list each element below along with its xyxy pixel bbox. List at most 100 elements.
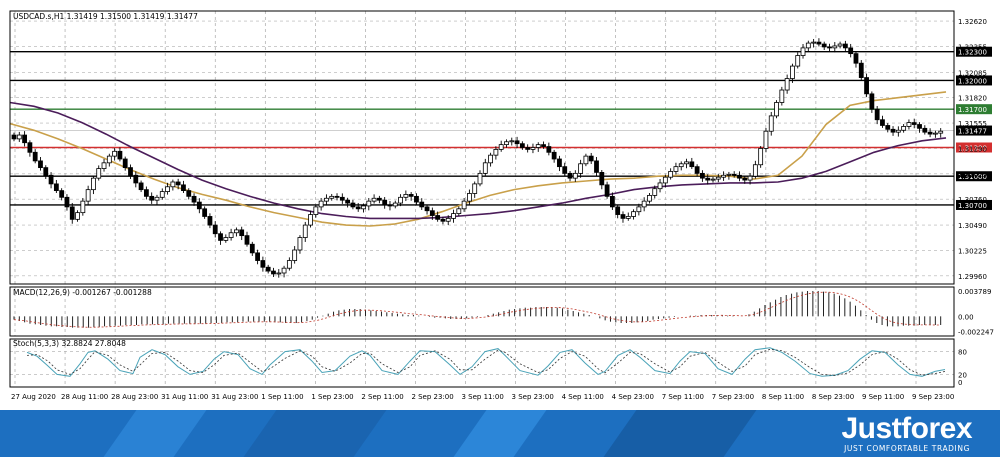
level-badge xyxy=(956,199,992,210)
candle-bull xyxy=(154,196,160,201)
stochastic-title: Stoch(5,3,3) 32.8824 27.8048 xyxy=(13,339,126,348)
candle-bear xyxy=(22,134,27,144)
candle-bear xyxy=(271,270,276,275)
candle-bull xyxy=(445,217,451,222)
footer-stripe xyxy=(453,410,547,457)
candle-bull xyxy=(276,272,282,275)
candle-bear xyxy=(546,146,552,153)
x-tick-label: 1 Sep 23:00 xyxy=(311,393,353,401)
candle-bear xyxy=(355,206,361,210)
candle-bull xyxy=(805,42,811,49)
candle-bull xyxy=(938,130,944,134)
macd-histogram xyxy=(13,291,942,328)
footer-stripe xyxy=(603,410,757,457)
y-tick-label: 1.31025 xyxy=(958,171,987,179)
candle-bull xyxy=(80,200,86,214)
x-tick-label: 28 Aug 23:00 xyxy=(111,393,158,401)
candle-bear xyxy=(525,147,531,150)
candle-bull xyxy=(361,205,366,210)
candle-bear xyxy=(705,177,711,181)
candle-bull xyxy=(721,174,726,178)
x-tick-label: 3 Sep 23:00 xyxy=(512,393,554,401)
stoch-y-label: 0 xyxy=(958,379,962,387)
macd-y-label: -0.002247 xyxy=(958,328,994,336)
candle-bear xyxy=(414,195,419,203)
level-badge xyxy=(956,46,992,57)
candle-bear xyxy=(387,204,393,207)
candle-bear xyxy=(848,47,854,55)
candle-bear xyxy=(143,189,149,197)
candle-bear xyxy=(260,260,266,268)
candle-bull xyxy=(715,176,721,180)
x-tick-label: 4 Sep 11:00 xyxy=(562,393,604,401)
y-tick-label: 1.31820 xyxy=(958,95,987,103)
candle-bear xyxy=(32,151,38,162)
candle-bull xyxy=(784,78,790,91)
candle-bear xyxy=(853,53,859,64)
y-axis-labels: 1.32620 1.32355 1.32085 1.31820 1.31555 1.312… xyxy=(958,18,994,387)
candle-bull xyxy=(403,194,409,198)
horizontal-levels: 1.32300 1.32000 1.31700 1.31477 1.31300 1.310… xyxy=(10,46,992,210)
candle-bull xyxy=(763,130,769,149)
candle-bull xyxy=(159,191,165,198)
candle-bull xyxy=(652,188,658,196)
candle-bull xyxy=(647,194,652,202)
candle-bear xyxy=(244,235,250,245)
candle-bear xyxy=(133,174,139,184)
candle-bull xyxy=(641,200,647,208)
candle-bear xyxy=(350,202,356,208)
candle-bear xyxy=(376,197,382,201)
candle-bull xyxy=(308,214,313,226)
candle-bear xyxy=(27,142,33,153)
candle-bear xyxy=(128,167,133,176)
candle-bull xyxy=(165,186,170,192)
panel-frame xyxy=(9,286,955,337)
footer-stripe xyxy=(243,410,387,457)
candle-bull xyxy=(535,144,541,148)
candle-bear xyxy=(38,160,43,169)
x-tick-label: 9 Sep 23:00 xyxy=(912,393,954,401)
candle-bull xyxy=(747,175,753,181)
candle-bear xyxy=(615,206,621,215)
x-tick-label: 9 Sep 11:00 xyxy=(862,393,904,401)
stoch-y-label: 80 xyxy=(958,349,967,357)
candle-bear xyxy=(742,177,748,181)
candle-bear xyxy=(514,140,520,145)
candle-bear xyxy=(181,184,186,192)
x-tick-label: 8 Sep 11:00 xyxy=(762,393,804,401)
candle-bull xyxy=(281,267,287,274)
level-badge xyxy=(956,171,992,182)
candle-bear xyxy=(382,199,388,206)
candle-bull xyxy=(292,249,298,261)
x-tick-label: 2 Sep 11:00 xyxy=(361,393,403,401)
macd-y-label: 0.003789 xyxy=(958,288,991,296)
candle-bear xyxy=(694,166,700,174)
candle-bear xyxy=(175,181,181,186)
candle-bear xyxy=(122,158,128,169)
level-badge xyxy=(956,125,992,136)
candle-bull xyxy=(795,55,801,67)
candle-bear xyxy=(339,196,345,201)
footer-stripe xyxy=(103,410,207,457)
candle-bull xyxy=(774,102,779,117)
chart-svg: 1.32300 1.32000 1.31700 1.31477 1.31300 1.310… xyxy=(9,10,994,401)
candle-bear xyxy=(599,172,605,186)
brand-tagline: JUST COMFORTABLE TRADING xyxy=(844,444,970,453)
candle-bull xyxy=(668,171,674,178)
y-tick-label: 1.31290 xyxy=(958,145,987,153)
candle-bear xyxy=(885,125,891,130)
y-tick-label: 1.32620 xyxy=(958,18,987,26)
candle-bear xyxy=(429,210,435,216)
candle-bull xyxy=(302,224,308,238)
x-tick-label: 7 Sep 23:00 xyxy=(712,393,754,401)
candle-bear xyxy=(424,206,430,212)
candle-bear xyxy=(604,184,610,197)
candle-bear xyxy=(816,41,822,45)
candle-bear xyxy=(138,182,144,191)
level-label: 1.32300 xyxy=(958,49,987,57)
candle-bull xyxy=(673,166,679,172)
candle-bull xyxy=(504,141,509,146)
candle-bull xyxy=(482,162,488,174)
candle-bull xyxy=(461,200,467,210)
candle-bull xyxy=(625,216,631,219)
